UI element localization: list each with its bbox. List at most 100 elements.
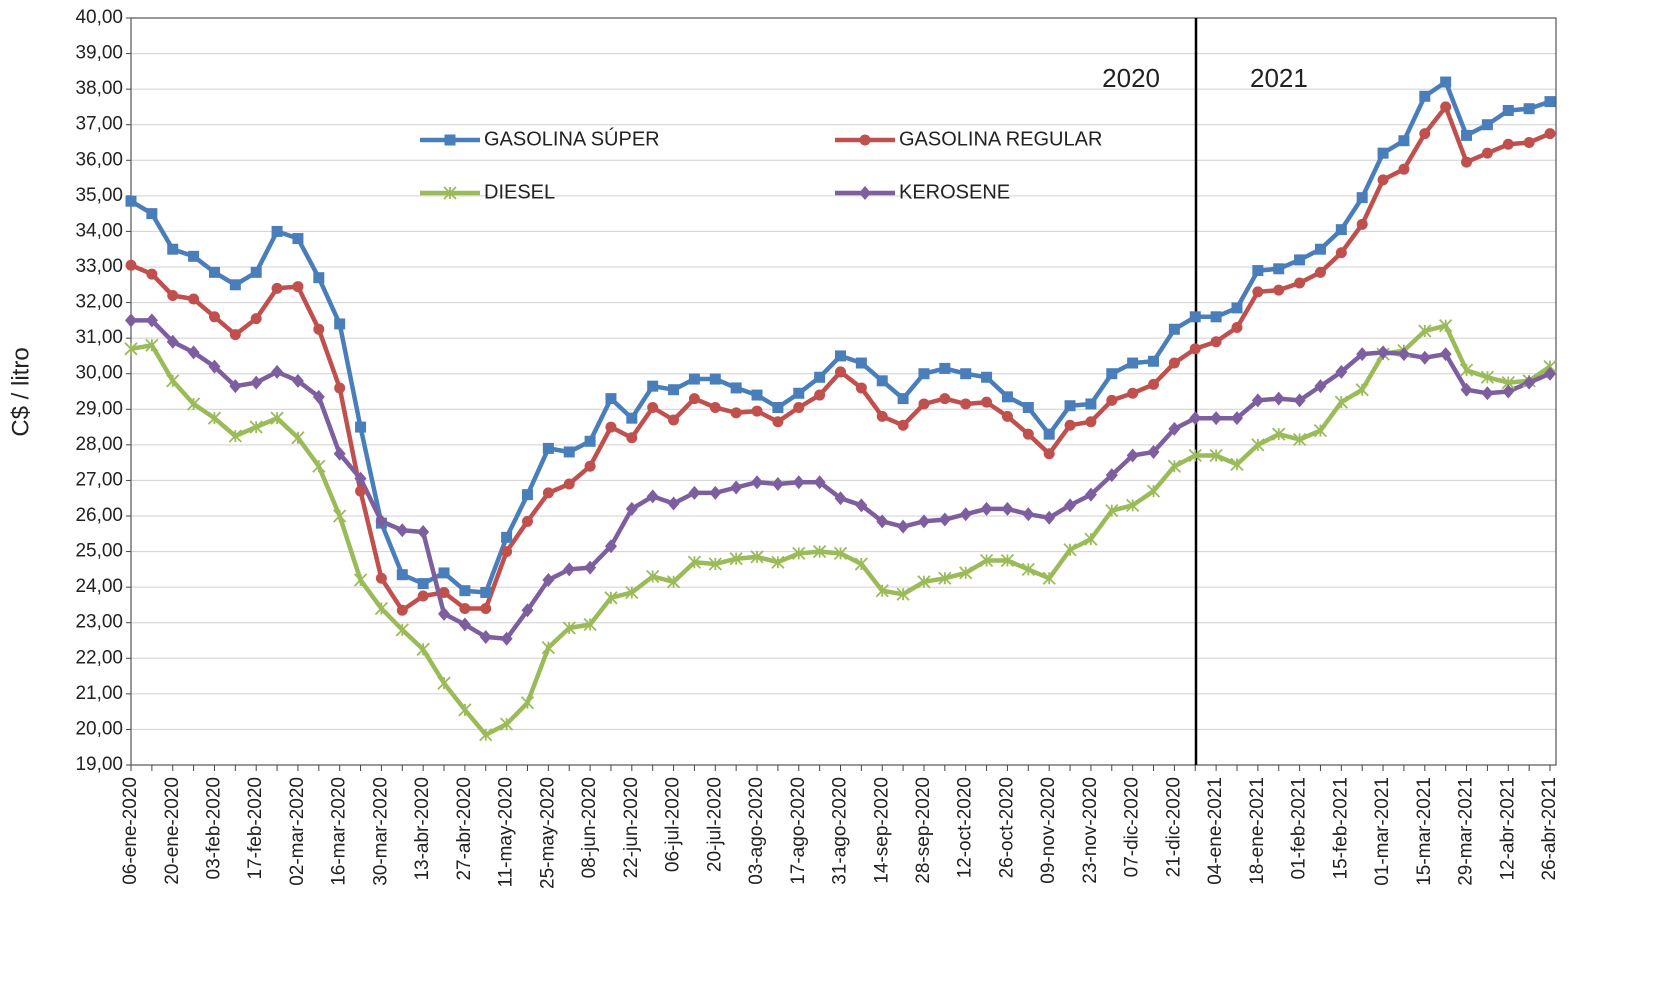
y-tick-label: 37,00 <box>75 114 123 135</box>
marker <box>583 617 597 632</box>
marker <box>291 373 304 388</box>
annotation: 2020 <box>1102 63 1160 93</box>
x-tick-label: 23-nov-2020 <box>1080 777 1101 884</box>
marker <box>917 514 930 529</box>
marker <box>876 410 888 422</box>
marker <box>1419 90 1431 102</box>
y-tick-label: 31,00 <box>75 327 123 348</box>
marker <box>1502 138 1514 150</box>
marker <box>1084 532 1098 546</box>
marker <box>1377 174 1389 186</box>
marker <box>981 396 993 408</box>
marker <box>709 485 722 500</box>
marker <box>1439 347 1452 362</box>
marker <box>1209 448 1223 463</box>
marker <box>313 272 325 284</box>
marker <box>688 373 700 385</box>
y-tick-label: 20,00 <box>75 718 123 739</box>
marker <box>417 590 429 602</box>
marker <box>668 384 680 396</box>
x-tick-label: 07-dic-2020 <box>1122 777 1143 877</box>
marker <box>1085 416 1097 428</box>
x-tick-label: 06-ene-2020 <box>120 777 141 885</box>
marker <box>647 380 659 392</box>
marker <box>1168 323 1180 335</box>
legend-label: GASOLINA REGULAR <box>899 128 1102 150</box>
marker <box>1397 347 1410 362</box>
marker <box>145 338 159 352</box>
marker <box>228 429 242 443</box>
x-tick-label: 12-abr-2021 <box>1497 777 1518 881</box>
marker <box>396 604 408 616</box>
marker <box>1377 345 1390 360</box>
marker <box>687 555 702 569</box>
marker <box>312 459 326 473</box>
y-tick-label: 36,00 <box>75 149 123 170</box>
marker <box>1084 487 1097 502</box>
marker <box>1188 448 1202 463</box>
x-tick-label: 03-feb-2020 <box>203 777 224 879</box>
marker <box>1168 421 1181 436</box>
x-tick-label: 21-dic-2020 <box>1163 777 1184 877</box>
marker <box>1355 383 1369 397</box>
marker <box>353 573 368 587</box>
marker <box>458 703 472 717</box>
marker <box>1439 319 1453 333</box>
marker <box>855 498 868 513</box>
marker <box>939 362 951 374</box>
marker <box>1106 394 1118 406</box>
x-tick-label: 29-mar-2021 <box>1456 777 1477 886</box>
marker <box>751 405 763 417</box>
marker <box>437 676 451 690</box>
x-tick-label: 17-ago-2020 <box>788 777 809 885</box>
marker <box>1148 378 1160 390</box>
x-tick-label: 13-abr-2020 <box>412 777 433 881</box>
marker <box>918 368 930 380</box>
x-tick-label: 25-may-2020 <box>537 777 558 889</box>
annotation: 2021 <box>1250 63 1308 93</box>
legend-item: GASOLINA REGULAR <box>835 128 1102 150</box>
marker <box>981 371 993 383</box>
y-tick-label: 26,00 <box>75 505 123 526</box>
marker <box>960 398 972 410</box>
marker <box>1314 243 1326 255</box>
marker <box>1440 101 1452 113</box>
marker <box>709 373 721 385</box>
marker <box>1001 410 1013 422</box>
marker <box>395 623 409 637</box>
marker <box>1459 363 1474 377</box>
marker <box>375 572 387 584</box>
marker <box>562 621 576 635</box>
marker <box>835 366 846 378</box>
marker <box>772 402 784 414</box>
marker <box>814 389 826 401</box>
marker <box>229 329 241 341</box>
marker <box>834 491 847 506</box>
marker <box>207 411 222 425</box>
marker <box>1314 266 1326 278</box>
marker <box>249 420 263 434</box>
marker <box>355 485 367 497</box>
marker <box>876 514 889 529</box>
x-tick-label: 20-jul-2020 <box>704 777 725 872</box>
marker <box>229 379 242 394</box>
marker <box>563 562 576 577</box>
marker <box>334 318 346 330</box>
marker <box>814 371 826 383</box>
marker <box>833 546 848 560</box>
marker <box>584 435 596 447</box>
marker <box>1314 379 1327 394</box>
marker <box>125 313 137 328</box>
x-tick-label: 30-mar-2020 <box>370 777 391 886</box>
marker <box>854 557 869 571</box>
marker <box>1461 156 1473 168</box>
y-tick-label: 25,00 <box>75 541 123 562</box>
marker <box>859 186 871 200</box>
marker <box>1293 393 1306 408</box>
marker <box>1064 419 1076 431</box>
marker <box>1064 400 1076 412</box>
marker <box>1085 398 1097 410</box>
marker <box>459 602 471 614</box>
marker <box>1294 277 1306 289</box>
marker <box>1481 386 1494 401</box>
